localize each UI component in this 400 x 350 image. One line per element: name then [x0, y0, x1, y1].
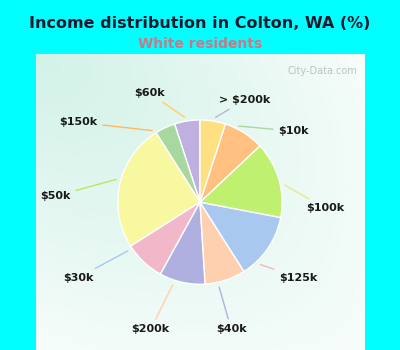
Wedge shape — [160, 202, 205, 284]
Wedge shape — [200, 146, 282, 217]
Text: $50k: $50k — [40, 179, 116, 201]
Wedge shape — [200, 202, 244, 284]
Wedge shape — [175, 120, 200, 202]
Wedge shape — [200, 124, 260, 202]
Wedge shape — [118, 133, 200, 246]
Text: $30k: $30k — [63, 251, 128, 282]
Wedge shape — [156, 124, 200, 202]
Text: $200k: $200k — [132, 285, 173, 334]
Text: $40k: $40k — [216, 287, 246, 334]
Text: Income distribution in Colton, WA (%): Income distribution in Colton, WA (%) — [29, 16, 371, 31]
Text: > $200k: > $200k — [216, 95, 270, 117]
Text: White residents: White residents — [138, 37, 262, 51]
Wedge shape — [200, 202, 281, 272]
Text: $10k: $10k — [239, 126, 309, 136]
Text: $60k: $60k — [134, 88, 184, 117]
Text: City-Data.com: City-Data.com — [288, 66, 358, 76]
Wedge shape — [131, 202, 200, 274]
Text: $150k: $150k — [59, 117, 152, 131]
Text: $125k: $125k — [260, 265, 318, 282]
Text: $100k: $100k — [285, 185, 344, 213]
Wedge shape — [200, 120, 225, 202]
